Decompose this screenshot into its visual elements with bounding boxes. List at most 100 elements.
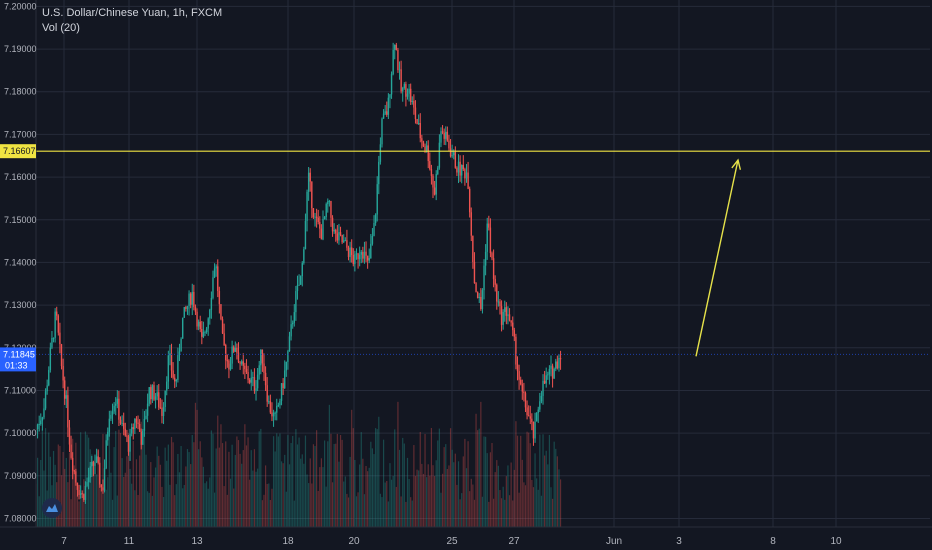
candle-body bbox=[140, 431, 142, 445]
projection-arrow-head bbox=[731, 158, 742, 170]
volume-bar bbox=[355, 496, 358, 527]
candle-body bbox=[48, 370, 50, 386]
candle-body bbox=[116, 398, 119, 404]
volume-bar bbox=[280, 461, 283, 527]
candle-body bbox=[186, 306, 189, 309]
volume-bar bbox=[335, 443, 337, 527]
volume-bar bbox=[116, 495, 118, 527]
volume-bar bbox=[170, 436, 173, 527]
candle-body bbox=[521, 384, 523, 392]
candle-body bbox=[403, 84, 406, 88]
volume-bar bbox=[70, 499, 72, 527]
candle-body bbox=[304, 220, 307, 250]
volume-bar bbox=[528, 432, 530, 527]
volume-bar bbox=[78, 501, 80, 527]
candle-body bbox=[551, 365, 554, 379]
volume-bar bbox=[477, 430, 479, 527]
candle-body bbox=[181, 317, 184, 339]
volume-bar bbox=[194, 402, 197, 527]
projection-arrow[interactable] bbox=[695, 158, 742, 357]
candle-body bbox=[164, 390, 166, 407]
volume-bar bbox=[515, 421, 517, 527]
volume-bar bbox=[421, 463, 423, 527]
candle-body bbox=[284, 370, 286, 389]
volume-bar bbox=[438, 428, 440, 527]
volume-bar bbox=[244, 424, 246, 527]
tradingview-logo-icon[interactable] bbox=[42, 498, 62, 518]
candle-body bbox=[323, 217, 326, 219]
candle-body bbox=[402, 87, 404, 92]
candle-body bbox=[559, 357, 562, 360]
candle-body bbox=[437, 167, 439, 174]
volume-bar bbox=[148, 492, 150, 527]
candle-body bbox=[71, 457, 74, 471]
volume-bar bbox=[368, 467, 370, 527]
candle-body bbox=[365, 251, 367, 256]
volume-bar bbox=[441, 473, 444, 527]
volume-bar bbox=[118, 429, 120, 527]
candle-body bbox=[550, 365, 552, 369]
volume-bar bbox=[100, 488, 102, 527]
candle-body bbox=[298, 284, 300, 286]
symbol-title[interactable]: U.S. Dollar/Chinese Yuan, 1h, FXCM bbox=[42, 7, 223, 19]
candle-body bbox=[255, 388, 257, 391]
volume-bar bbox=[247, 437, 249, 527]
candle-body bbox=[441, 131, 444, 133]
volume-bar bbox=[507, 465, 509, 527]
candle-body bbox=[191, 291, 193, 305]
time-axis[interactable]: 7 11 13 18 20 25 27 Jun 3 8 10 bbox=[0, 526, 932, 550]
candle-body bbox=[378, 161, 380, 185]
volume-bar bbox=[49, 456, 51, 527]
candle-body bbox=[105, 440, 107, 469]
candle-body bbox=[162, 406, 165, 416]
candle-body bbox=[103, 468, 106, 491]
price-tick-label: 7.14000 bbox=[4, 257, 37, 267]
candle-body bbox=[167, 355, 170, 382]
volume-bar bbox=[445, 444, 447, 527]
volume-bar bbox=[347, 497, 350, 527]
price-axis[interactable]: 7.20000 7.19000 7.18000 7.17000 7.16000 7.150… bbox=[0, 0, 37, 550]
candle-body bbox=[476, 291, 479, 298]
candle-body bbox=[516, 364, 519, 372]
volume-bar bbox=[124, 472, 126, 527]
candle-body bbox=[306, 191, 308, 221]
candle-body bbox=[343, 240, 345, 243]
candle-body bbox=[43, 408, 45, 418]
volume-bar bbox=[550, 487, 552, 527]
candle-body bbox=[465, 172, 468, 179]
volume-indicator-label[interactable]: Vol (20) bbox=[42, 22, 80, 34]
candle-body bbox=[470, 212, 472, 236]
volume-bar bbox=[306, 474, 308, 527]
volume-bar bbox=[304, 435, 307, 527]
volume-bar bbox=[206, 481, 208, 527]
volume-bar bbox=[378, 416, 380, 527]
candle-body bbox=[248, 379, 251, 383]
volume-bar bbox=[242, 450, 244, 527]
candle-body bbox=[285, 361, 288, 371]
candle-body bbox=[532, 422, 535, 439]
candle-body bbox=[374, 214, 377, 223]
volume-bar bbox=[142, 408, 144, 527]
volume-bar bbox=[352, 428, 354, 527]
volume-bar bbox=[213, 492, 216, 527]
volume-bar bbox=[362, 458, 364, 527]
candle-body bbox=[44, 391, 47, 409]
candle-body bbox=[362, 251, 364, 259]
candle-body bbox=[95, 456, 98, 463]
volume-bar bbox=[341, 439, 343, 527]
candle-body bbox=[94, 462, 96, 466]
candle-body bbox=[188, 293, 190, 307]
volume-bar bbox=[268, 483, 270, 527]
volume-bar bbox=[354, 460, 356, 527]
volume-bar bbox=[40, 459, 42, 527]
candle-body bbox=[312, 208, 315, 218]
candle-body bbox=[449, 148, 452, 157]
candle-body bbox=[137, 422, 139, 424]
horizontal-level[interactable] bbox=[36, 150, 930, 355]
volume-bar bbox=[80, 432, 82, 527]
volume-bar bbox=[293, 500, 295, 527]
candle-body bbox=[146, 403, 149, 416]
volume-bar bbox=[150, 462, 152, 527]
